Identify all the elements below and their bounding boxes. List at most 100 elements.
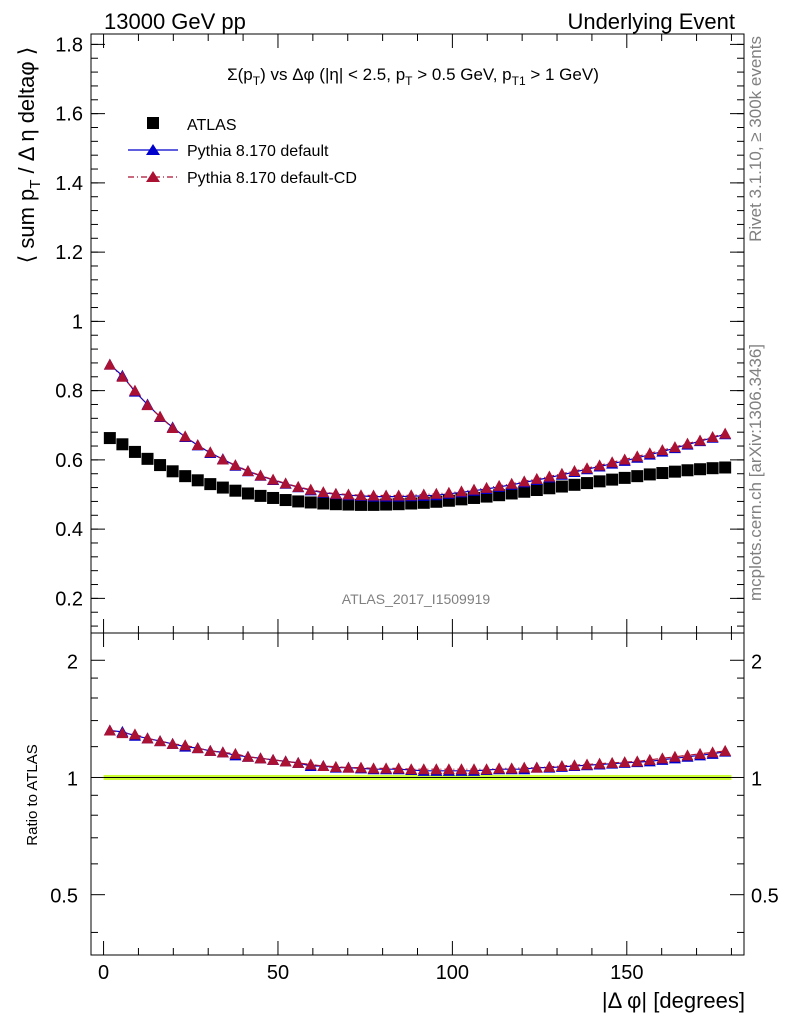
pythia-cd-point — [267, 473, 280, 485]
pythia-cd-point — [668, 441, 681, 453]
ratio-pythia-cd-point — [191, 742, 204, 754]
ratio-pythia-cd-point — [518, 761, 531, 773]
svg-text:⟨ sum pT / Δ η deltaφ ⟩: ⟨ sum pT / Δ η deltaφ ⟩ — [14, 47, 44, 264]
atlas-point — [694, 463, 707, 476]
pythia-cd-point — [304, 483, 317, 495]
ratio-pythia-cd-point — [254, 752, 267, 764]
rivet-label: Rivet 3.1.10, ≥ 300k events — [746, 36, 765, 242]
pythia-cd-point — [442, 486, 455, 498]
pythia-cd-point — [279, 477, 292, 489]
pythia-cd-point — [329, 487, 342, 499]
atlas-point — [241, 487, 254, 500]
main-ytick-label: 0.4 — [55, 519, 83, 541]
pythia-cd-point — [568, 464, 581, 476]
pythia-cd-point — [342, 488, 355, 500]
atlas-point — [292, 495, 305, 508]
pythia-cd-point — [706, 431, 719, 443]
pythia-cd-point — [681, 437, 694, 449]
ratio-band — [103, 774, 732, 781]
atlas-point — [254, 489, 267, 502]
ratio-pythia-cd-point — [543, 760, 556, 772]
atlas-point — [593, 475, 606, 488]
ratio-pythia-cd-point — [493, 762, 506, 774]
atlas-point — [342, 498, 355, 511]
atlas-point — [543, 482, 556, 495]
ratio-pythia-cd-point — [568, 759, 581, 771]
pythia-cd-point — [543, 470, 556, 482]
data-marks — [103, 358, 732, 776]
pythia-cd-point — [128, 384, 141, 396]
pythia-cd-point — [631, 450, 644, 462]
legend-label-pythia-cd: Pythia 8.170 default-CD — [187, 170, 357, 187]
pythia-cd-point — [354, 489, 367, 501]
ratio-frame — [90, 632, 745, 956]
pythia-cd-point — [116, 370, 129, 382]
atlas-point — [317, 497, 330, 510]
atlas-point — [681, 464, 694, 477]
x-tick-label: 0 — [98, 962, 109, 984]
pythia-cd-point — [317, 486, 330, 498]
ratio-pythia-cd-point — [505, 762, 518, 774]
ratio-ytick-label-left: 0.5 — [50, 886, 78, 908]
main-ytick-label: 1.2 — [55, 242, 83, 264]
atlas-point — [204, 478, 217, 491]
atlas-point — [354, 498, 367, 511]
header-right: Underlying Event — [567, 9, 735, 34]
legend-marker-atlas — [147, 117, 159, 129]
ratio-pythia-cd-point — [581, 758, 594, 770]
atlas-point — [329, 498, 342, 511]
analysis-id: ATLAS_2017_I1509919 — [342, 591, 491, 607]
ratio-pythia-cd-point — [405, 763, 418, 775]
atlas-point — [166, 465, 179, 478]
main-ytick-label: 0.2 — [55, 588, 83, 610]
atlas-point — [179, 470, 192, 483]
ratio-pythia-cd-point — [593, 757, 606, 769]
ratio-pythia-cd-point — [216, 746, 229, 758]
pythia-cd-point — [367, 489, 380, 501]
atlas-point — [668, 465, 681, 478]
atlas-point — [581, 477, 594, 490]
pythia-cd-point — [455, 485, 468, 497]
pythia-cd-point — [656, 444, 669, 456]
ratio-ytick-label-right: 0.5 — [751, 886, 779, 908]
ratio-pythia-cd-point — [292, 756, 305, 768]
plot-title: Σ(pT) vs Δφ (|η| < 2.5, pT > 0.5 GeV, pT… — [227, 65, 599, 88]
legend-label-atlas: ATLAS — [187, 117, 237, 134]
ratio-ytick-label-left: 2 — [67, 651, 78, 673]
pythia-cd-point — [593, 459, 606, 471]
pythia-cd-point — [392, 489, 405, 501]
ratio-pythia-cd-point — [128, 728, 141, 740]
atlas-point — [154, 459, 167, 472]
atlas-point — [229, 484, 242, 497]
ratio-pythia-cd-point — [618, 756, 631, 768]
atlas-point — [505, 487, 518, 500]
x-tick-label: 100 — [436, 962, 469, 984]
pythia-cd-point — [417, 488, 430, 500]
atlas-point — [568, 478, 581, 491]
ratio-pythia-cd-point — [154, 735, 167, 747]
main-ytick-label: 1 — [72, 311, 83, 333]
ratio-pythia-cd-point — [631, 755, 644, 767]
main-ytick-label: 1.4 — [55, 173, 83, 195]
pythia-cd-point — [166, 422, 179, 434]
atlas-point — [128, 445, 141, 458]
main-ytick-label: 1.6 — [55, 104, 83, 126]
ratio-pythia-cd-point — [656, 752, 669, 764]
atlas-point — [216, 481, 229, 494]
pythia-cd-point — [606, 456, 619, 468]
main-ylabel: ⟨ sum pT / Δ η deltaφ ⟩ — [14, 47, 44, 264]
ratio-pythia-cd-point — [342, 761, 355, 773]
ratio-pythia-cd-point — [468, 763, 481, 775]
legend-label-pythia-default: Pythia 8.170 default — [187, 143, 329, 160]
legend-marker-pythia-cd — [146, 171, 160, 182]
ratio-pythia-cd-point — [430, 763, 443, 775]
pythia-cd-point — [430, 487, 443, 499]
ratio-pythia-cd-point — [530, 761, 543, 773]
ratio-pythia-cd-point — [455, 763, 468, 775]
atlas-point — [267, 491, 280, 504]
ratio-pythia-cd-point — [442, 763, 455, 775]
ratio-pythia-cd-point — [719, 744, 732, 756]
ratio-pythia-cd-point — [380, 762, 393, 774]
ratio-pythia-cd-point — [392, 762, 405, 774]
